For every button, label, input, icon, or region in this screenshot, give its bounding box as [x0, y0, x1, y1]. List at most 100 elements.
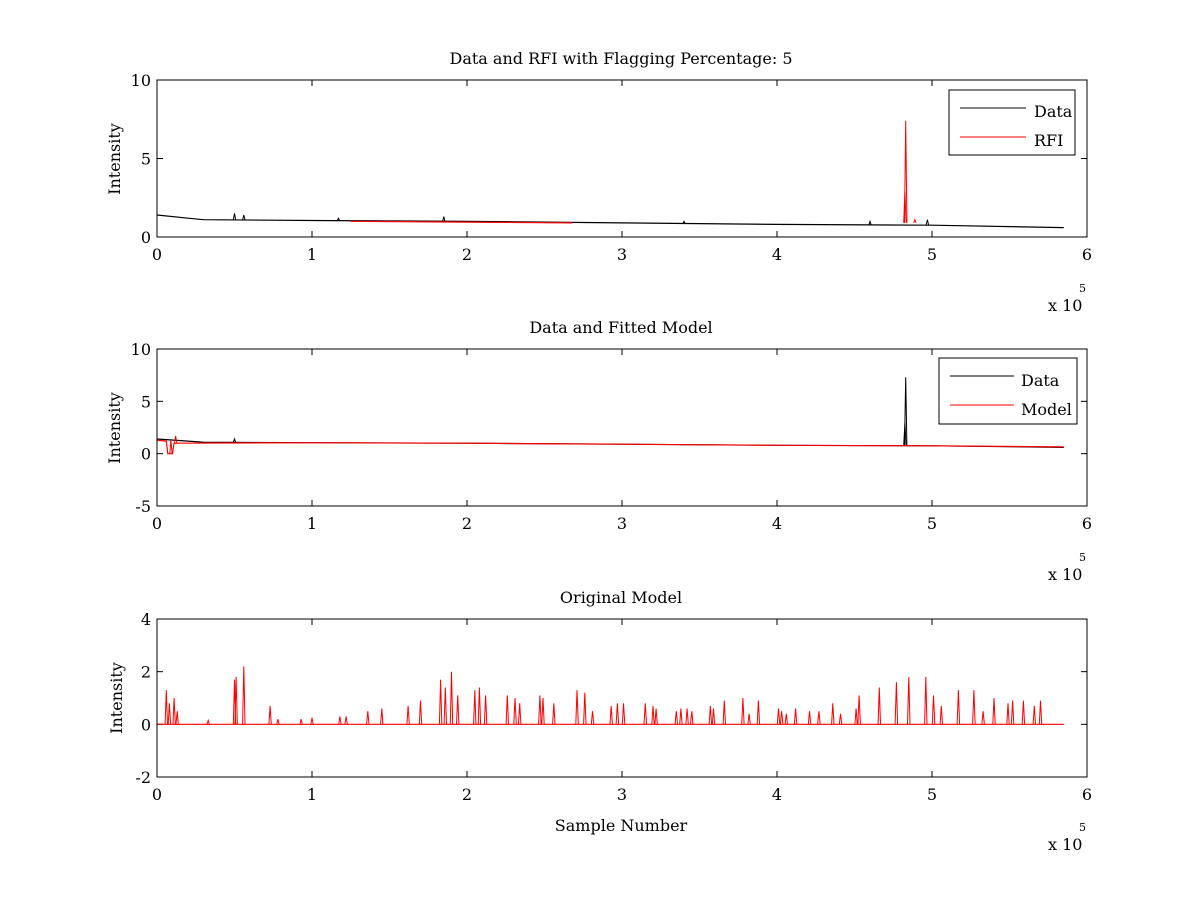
legend: Data Model: [938, 357, 1078, 425]
y-tick-label: 0: [141, 445, 151, 464]
series-spike-model: [276, 718, 280, 725]
series-spike-model: [679, 708, 683, 725]
x-tick-label: 6: [1082, 514, 1092, 533]
x-tick-label: 2: [462, 245, 472, 264]
y-tick-label: 5: [141, 150, 151, 169]
series-spike-model: [583, 692, 587, 725]
series-spike-model: [779, 711, 784, 725]
series-spike-model: [838, 713, 843, 725]
series-spike-data: [925, 219, 930, 226]
series-spike-model: [621, 703, 626, 725]
series-spike-model: [169, 440, 173, 454]
y-tick-label: -2: [135, 768, 151, 787]
series-spike-model: [609, 705, 613, 725]
series-spike-rfi: [903, 191, 907, 223]
plot-area: [156, 120, 1064, 229]
series-spike-rfi: [913, 218, 917, 224]
y-tick-label: 0: [141, 228, 151, 247]
legend-box: [948, 89, 1076, 156]
series-spike-model: [877, 687, 881, 725]
series-spike-model: [907, 676, 911, 725]
series-spike-model: [722, 700, 726, 725]
x-tick-label: 1: [307, 785, 317, 804]
series-spike-data: [868, 219, 872, 226]
y-tick-label: 0: [141, 715, 151, 734]
y-tick-label: 4: [141, 610, 151, 629]
series-spike-model: [1006, 703, 1010, 725]
series-spike-model: [690, 711, 694, 725]
series-spike-model: [615, 703, 620, 725]
series-spike-model: [784, 713, 788, 725]
series-spike-model: [711, 708, 716, 725]
series-spike-model: [807, 711, 812, 725]
series-spike-model: [477, 687, 482, 725]
series-spike-data: [903, 423, 907, 446]
series-spike-data: [682, 220, 686, 224]
x-tick-label: 1: [307, 514, 317, 533]
series-spike-model: [674, 711, 678, 725]
series-line-rfi: [350, 220, 573, 224]
series-spike-model: [741, 697, 745, 725]
series-spike-model: [1021, 700, 1026, 725]
x-tick-label: 5: [927, 514, 937, 533]
series-spike-rfi: [904, 120, 908, 223]
x-tick-label: 2: [462, 785, 472, 804]
series-spike-model: [456, 695, 460, 725]
series-spike-model: [338, 716, 342, 725]
series-spike-model: [854, 708, 858, 725]
series-spike-model: [366, 711, 370, 725]
y-axis-label: Intensity: [107, 662, 126, 734]
series-spike-model: [817, 711, 821, 725]
series-spike-model: [654, 708, 658, 725]
series-spike-model: [651, 705, 655, 725]
y-axis-label: Intensity: [105, 123, 124, 195]
series-spike-model: [1038, 700, 1043, 725]
legend-label-rfi: RFI: [1034, 131, 1063, 150]
series-spike-data: [232, 213, 237, 221]
series-spike-model: [473, 690, 477, 725]
series-spike-model: [575, 690, 579, 725]
series-spike-model: [643, 703, 647, 725]
series-spike-model: [438, 679, 443, 725]
panel-fitted-model: Data and Fitted Model Intensity 0 1 2 3 4 5 6 -…: [105, 318, 1092, 584]
series-spike-model: [793, 708, 798, 725]
series-spike-model: [981, 711, 985, 725]
series-spike-model: [992, 697, 996, 725]
series-spike-model: [175, 711, 179, 725]
x-tick-label: 3: [617, 785, 627, 804]
series-spike-data: [336, 217, 341, 221]
chart-title: Original Model: [560, 588, 682, 607]
series-spike-model: [418, 700, 423, 725]
series-line-model: [156, 439, 1064, 455]
series-spike-model: [956, 690, 961, 725]
chart-title: Data and RFI with Flagging Percentage: 5: [449, 49, 792, 68]
series-spike-model: [924, 676, 928, 725]
y-tick-label: 5: [141, 392, 151, 411]
x-exponent-power: 5: [1079, 551, 1086, 564]
series-spike-model: [972, 690, 976, 725]
panel-rfi: Data and RFI with Flagging Percentage: 5…: [105, 49, 1092, 315]
x-exponent-power: 5: [1079, 821, 1086, 834]
series-spike-model: [518, 703, 522, 725]
series-spike-model: [449, 671, 454, 725]
axes-frame: [156, 79, 1088, 238]
x-tick-label: 3: [617, 245, 627, 264]
x-exponent-power: 5: [1079, 282, 1086, 295]
series-spike-model: [164, 690, 168, 725]
x-exponent-base: x 10: [1048, 835, 1082, 854]
x-exponent-base: x 10: [1048, 296, 1082, 315]
series-spike-model: [172, 697, 176, 725]
x-tick-label: 6: [1082, 245, 1092, 264]
series-spike-model: [443, 687, 447, 725]
plot-area: [156, 377, 1064, 455]
plot-area: [157, 666, 1064, 725]
series-line-data: [156, 214, 1064, 229]
series-spike-model: [541, 697, 545, 725]
x-tick-label: 3: [617, 514, 627, 533]
series-spike-model: [234, 676, 238, 725]
x-tick-label: 5: [927, 785, 937, 804]
series-spike-model: [380, 708, 384, 725]
